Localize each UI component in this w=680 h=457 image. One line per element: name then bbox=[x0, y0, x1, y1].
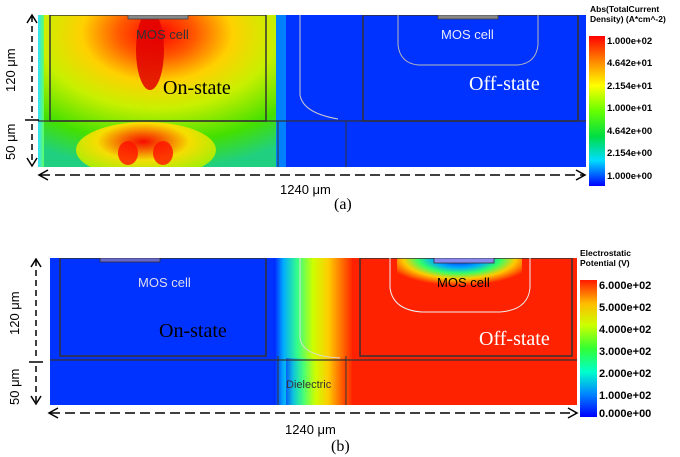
caption-b: (b) bbox=[331, 438, 350, 455]
on-state-label-a: On-state bbox=[163, 77, 231, 99]
legend-colorbar-b bbox=[580, 280, 597, 417]
off-state-label-a: Off-state bbox=[469, 73, 540, 95]
mos-cell-label-left-a: MOS cell bbox=[136, 27, 189, 42]
vertical-dimension-arrows-b bbox=[29, 257, 43, 406]
width-label-b: 1240 μm bbox=[285, 422, 336, 437]
panel-a: MOS cell MOS cell On-state Off-state 120… bbox=[0, 0, 680, 220]
legend-title-b: Electrostatic Potential (V) bbox=[580, 248, 631, 268]
panel-b-simulation bbox=[50, 258, 577, 405]
legend-title-b-line2: Potential (V) bbox=[580, 258, 630, 268]
height-bottom-label-b: 50 μm bbox=[7, 368, 22, 405]
legend-title-b-line1: Electrostatic bbox=[580, 248, 632, 258]
legend-value-a-1: 4.642e+01 bbox=[607, 58, 653, 69]
legend-value-a-3: 1.000e+01 bbox=[607, 103, 653, 114]
legend-title-a: Abs(TotalCurrent Density) (A*cm^-2) bbox=[590, 4, 666, 24]
legend-colorbar-a bbox=[589, 36, 605, 186]
dielectric-label-b: Dielectric bbox=[286, 379, 332, 391]
legend-title-a-line2: Density) (A*cm^-2) bbox=[590, 14, 666, 24]
legend-value-b-6: 0.000e+00 bbox=[599, 408, 652, 420]
horizontal-dimension-arrow-b bbox=[47, 407, 579, 419]
mos-cell-label-right-b: MOS cell bbox=[437, 275, 490, 290]
vertical-dimension-arrows-a bbox=[25, 13, 39, 168]
legend-value-b-2: 4.000e+02 bbox=[599, 324, 652, 336]
height-top-label-b: 120 μm bbox=[7, 291, 22, 335]
mos-cell-label-right-a: MOS cell bbox=[441, 27, 494, 42]
on-state-label-b: On-state bbox=[159, 320, 227, 342]
mos-cell-label-left-b: MOS cell bbox=[138, 275, 191, 290]
off-state-label-b: Off-state bbox=[479, 328, 550, 350]
horizontal-dimension-arrow-a bbox=[37, 169, 587, 181]
legend-value-a-2: 2.154e+01 bbox=[607, 81, 653, 92]
legend-value-b-5: 1.000e+02 bbox=[599, 390, 652, 402]
legend-value-b-4: 2.000e+02 bbox=[599, 368, 652, 380]
legend-value-a-6: 1.000e+00 bbox=[607, 171, 653, 182]
panel-a-simulation bbox=[38, 15, 586, 167]
height-top-label-a: 120 μm bbox=[3, 48, 18, 92]
height-bottom-label-a: 50 μm bbox=[3, 123, 18, 160]
legend-title-a-line1: Abs(TotalCurrent bbox=[590, 4, 660, 14]
legend-value-b-1: 5.000e+02 bbox=[599, 302, 652, 314]
caption-a: (a) bbox=[334, 196, 352, 213]
legend-value-b-3: 3.000e+02 bbox=[599, 346, 652, 358]
legend-value-a-4: 4.642e+00 bbox=[607, 126, 653, 137]
panel-b: MOS cell MOS cell On-state Off-state Die… bbox=[0, 240, 680, 457]
legend-value-a-5: 2.154e+00 bbox=[607, 148, 653, 159]
legend-value-b-0: 6.000e+02 bbox=[599, 280, 652, 292]
legend-value-a-0: 1.000e+02 bbox=[607, 36, 653, 47]
width-label-a: 1240 μm bbox=[280, 182, 331, 197]
